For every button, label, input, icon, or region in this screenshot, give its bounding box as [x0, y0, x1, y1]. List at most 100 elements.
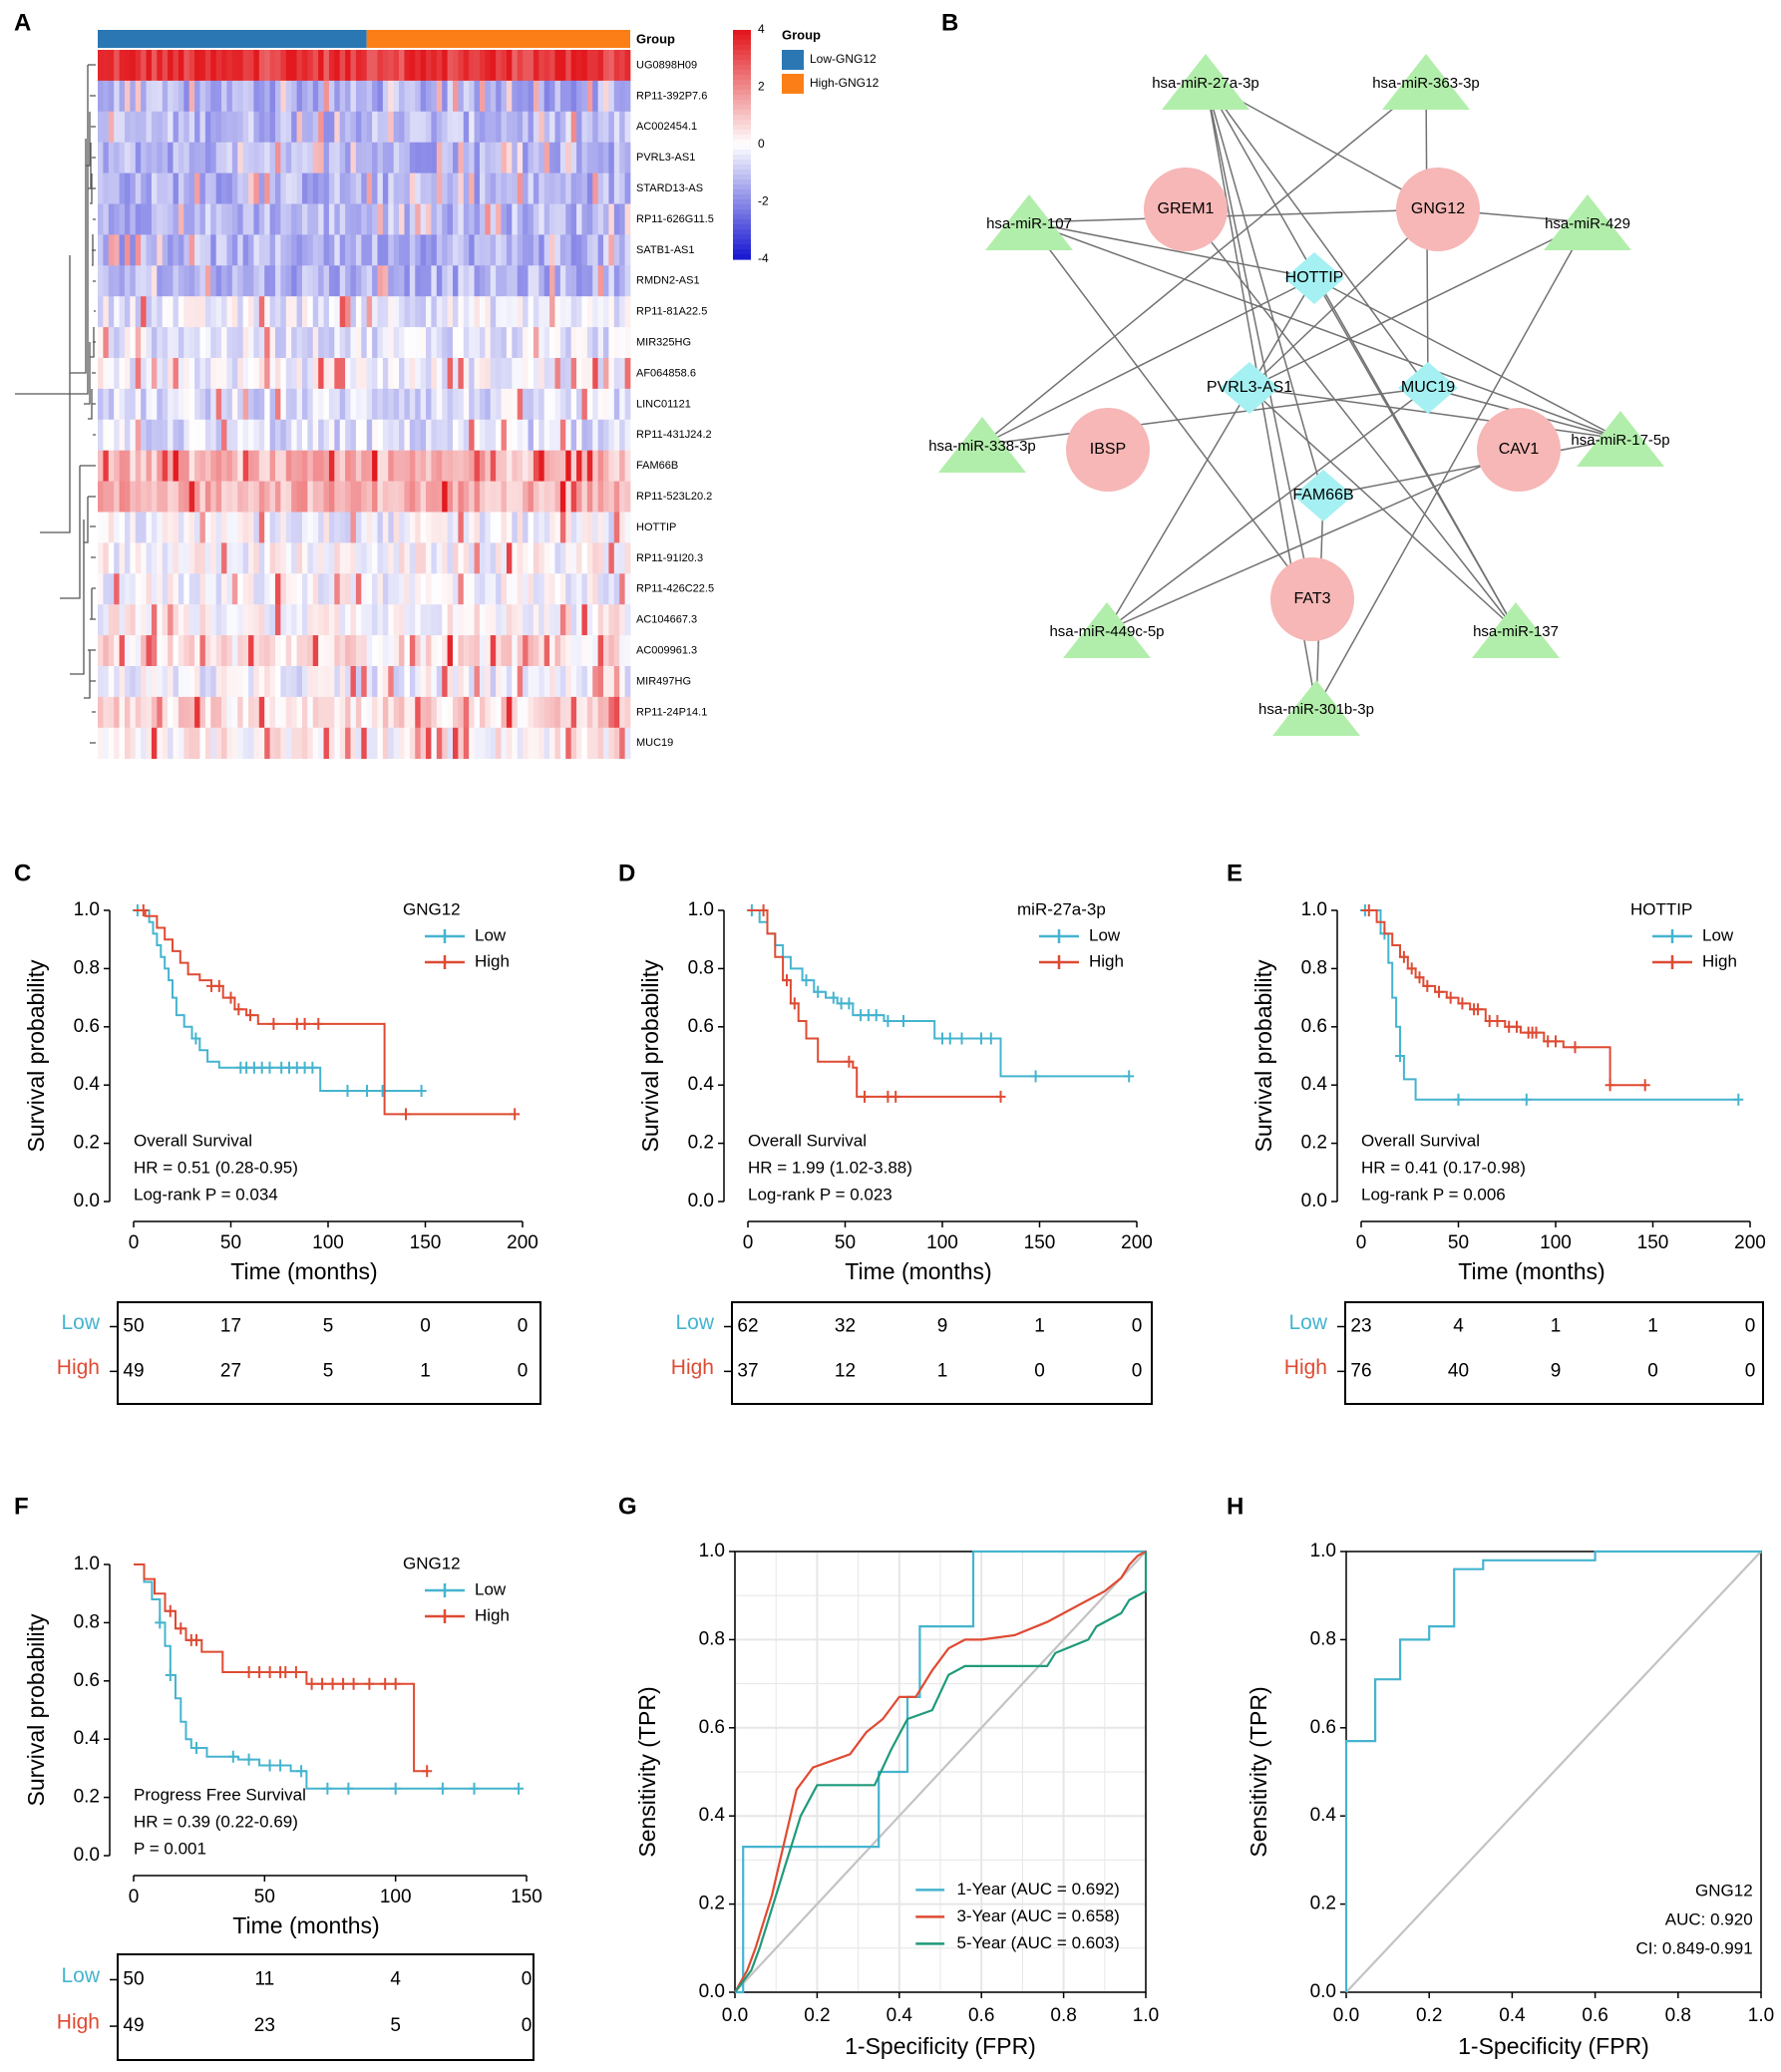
heatmap-cell [565, 573, 572, 605]
heatmap-cell [565, 173, 572, 204]
heatmap-cell [474, 419, 481, 452]
heatmap-cell [221, 234, 227, 266]
risk-table-value: 9 [1551, 1360, 1562, 1381]
heatmap-cell [146, 234, 153, 266]
heatmap-cell [608, 358, 615, 390]
heatmap-cell [512, 635, 519, 667]
heatmap-cell [328, 327, 335, 359]
heatmap-cell [586, 542, 593, 574]
heatmap-cell [613, 234, 620, 266]
heatmap-cell [533, 327, 539, 359]
heatmap-cell [162, 542, 169, 574]
heatmap-cell [420, 142, 427, 173]
heatmap-cell [242, 696, 249, 729]
heatmap-cell [533, 696, 539, 729]
heatmap-cell [258, 296, 265, 328]
heatmap-cell [624, 542, 631, 574]
heatmap-cell [586, 296, 593, 328]
heatmap-cell [382, 203, 389, 235]
heatmap-cell [426, 419, 432, 452]
heatmap-cell [496, 635, 502, 667]
heatmap-cell [517, 419, 524, 452]
heatmap-cell [194, 358, 200, 390]
heatmap-cell [388, 481, 395, 513]
heatmap-cell [339, 542, 346, 574]
heatmap-cell [237, 573, 244, 605]
heatmap-cell [399, 50, 405, 82]
heatmap-cell [119, 265, 126, 297]
heatmap-cell [301, 604, 308, 636]
heatmap-cell [388, 573, 395, 605]
heatmap-cell [296, 142, 303, 173]
heatmap-cell [469, 111, 475, 144]
heatmap-cell [199, 111, 206, 144]
heatmap-cell [597, 727, 604, 760]
heatmap-cell [355, 727, 362, 760]
heatmap-cell [312, 111, 319, 144]
heatmap-cell [173, 542, 179, 574]
heatmap-cell [210, 604, 217, 636]
heatmap-cell [334, 604, 341, 636]
heatmap-cell [501, 265, 508, 297]
heatmap-cell [108, 542, 115, 574]
heatmap-row-label: STARD13-AS [636, 182, 703, 194]
heatmap-cell [124, 265, 131, 297]
km-censor-mark [307, 1061, 318, 1074]
heatmap-cell [447, 50, 454, 82]
heatmap-cell [124, 111, 131, 144]
heatmap-cell [135, 512, 142, 543]
heatmap-cell [453, 50, 459, 82]
heatmap-cell [301, 419, 308, 452]
heatmap-cell [608, 512, 615, 543]
heatmap-cell [528, 358, 534, 390]
heatmap-cell [603, 173, 609, 204]
heatmap-cell [312, 727, 319, 760]
heatmap-cell [312, 512, 319, 543]
heatmap-cell [253, 265, 260, 297]
heatmap-cell [597, 604, 604, 636]
heatmap-cell [130, 111, 137, 144]
heatmap-cell [501, 573, 508, 605]
heatmap-cell [528, 542, 534, 574]
heatmap-cell [226, 696, 233, 729]
heatmap-cell [586, 142, 593, 173]
heatmap-cell [436, 358, 443, 390]
heatmap-cell [210, 173, 217, 204]
heatmap-cell [463, 419, 470, 452]
heatmap-cell [559, 419, 566, 452]
heatmap-cell [301, 727, 308, 760]
heatmap-cell [119, 388, 126, 421]
heatmap-cell [151, 50, 158, 82]
heatmap-cell [597, 573, 604, 605]
heatmap-cell [463, 50, 470, 82]
heatmap-cell [458, 111, 465, 144]
heatmap-cell [334, 419, 341, 452]
heatmap-cell [361, 142, 368, 173]
heatmap-cell [501, 142, 508, 173]
heatmap-cell [463, 327, 470, 359]
heatmap-cell [168, 111, 174, 144]
heatmap-cell [409, 80, 416, 113]
heatmap-cell [231, 419, 238, 452]
heatmap-cell [404, 666, 411, 698]
heatmap-cell [469, 727, 475, 760]
heatmap-cell [613, 450, 620, 482]
heatmap-cell [285, 450, 292, 482]
heatmap-cell [442, 635, 448, 667]
heatmap-cell [528, 666, 534, 698]
km-censor-mark [985, 1032, 996, 1045]
heatmap-cell [485, 358, 492, 390]
heatmap-cell [130, 727, 137, 760]
heatmap-cell [517, 358, 524, 390]
heatmap-cell [453, 358, 459, 390]
heatmap-cell [114, 450, 120, 482]
heatmap-cell [226, 50, 233, 82]
heatmap-cell [199, 450, 206, 482]
heatmap-cell [248, 80, 254, 113]
heatmap-cell [135, 635, 142, 667]
km-censor-mark [1733, 1093, 1744, 1106]
heatmap-cell [458, 265, 465, 297]
heatmap-cell [523, 265, 529, 297]
heatmap-cell [523, 234, 529, 266]
heatmap-cell [565, 80, 572, 113]
